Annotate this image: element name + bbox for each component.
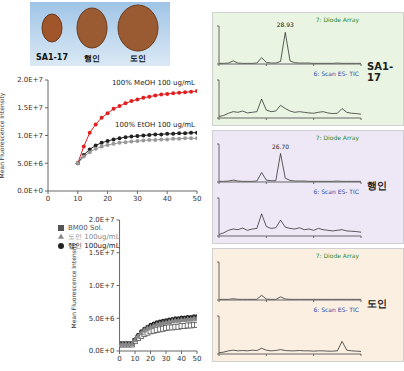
- html-text:7: Diode Array: 7: Diode Array: [315, 134, 359, 141]
- svg-text:30: 30: [133, 195, 142, 203]
- svg-text:40: 40: [163, 195, 172, 203]
- html-text:7: Diode Array: 7: Diode Array: [315, 252, 359, 259]
- svg-text:1.0E+7: 1.0E+7: [89, 282, 115, 290]
- html-text:도인: 도인: [130, 54, 146, 63]
- html-text:6: Scan ES- TIC: 6: Scan ES- TIC: [313, 306, 359, 313]
- svg-text:20: 20: [146, 355, 155, 363]
- svg-text:10: 10: [73, 195, 82, 203]
- html-text:BM00 Sol.: BM00 Sol.: [68, 224, 103, 232]
- svg-text:2.0E+7: 2.0E+7: [17, 76, 43, 84]
- svg-text:2.0E+7: 2.0E+7: [89, 216, 115, 224]
- html-text:도인 100ug/mL: 도인 100ug/mL: [68, 233, 120, 241]
- html-text:행인 100ug/mL: 행인 100ug/mL: [68, 242, 120, 250]
- html-text:6: Scan ES- TIC: 6: Scan ES- TIC: [313, 70, 359, 77]
- html-text:SA1-17: SA1-17: [36, 53, 68, 62]
- svg-text:40: 40: [177, 355, 186, 363]
- svg-text:1.0E+7: 1.0E+7: [17, 132, 43, 140]
- svg-text:0.0E+0: 0.0E+0: [89, 347, 115, 355]
- svg-text:0: 0: [46, 195, 50, 203]
- html-text:7: Diode Array: 7: Diode Array: [315, 16, 359, 23]
- svg-text:50: 50: [193, 195, 202, 203]
- svg-text:0.0E+0: 0.0E+0: [17, 187, 43, 195]
- html-text:도인: 도인: [367, 298, 387, 309]
- svg-text:Mean Fluorescence Intensity: Mean Fluorescence Intensity: [70, 242, 78, 328]
- svg-text:10: 10: [131, 355, 140, 363]
- svg-text:100% EtOH 100 ug/mL: 100% EtOH 100 ug/mL: [115, 121, 195, 129]
- svg-text:0: 0: [117, 355, 121, 363]
- svg-text:50: 50: [193, 355, 202, 363]
- svg-text:28.93: 28.93: [277, 21, 294, 28]
- svg-text:5.0E+6: 5.0E+6: [89, 315, 115, 323]
- html-text:6: Scan ES- TIC: 6: Scan ES- TIC: [313, 188, 359, 195]
- svg-text:5.0E+6: 5.0E+6: [17, 160, 43, 168]
- html-text:행인: 행인: [84, 54, 100, 63]
- html-text:SA1-17: SA1-17: [367, 61, 394, 83]
- svg-text:100% MeOH 100 ug/mL: 100% MeOH 100 ug/mL: [112, 79, 195, 87]
- svg-text:1.5E+7: 1.5E+7: [17, 104, 43, 112]
- svg-text:1.5E+7: 1.5E+7: [89, 249, 115, 257]
- svg-text:20: 20: [103, 195, 112, 203]
- html-text:행인: 행인: [367, 180, 387, 191]
- svg-text:30: 30: [162, 355, 171, 363]
- svg-text:26.70: 26.70: [272, 143, 289, 150]
